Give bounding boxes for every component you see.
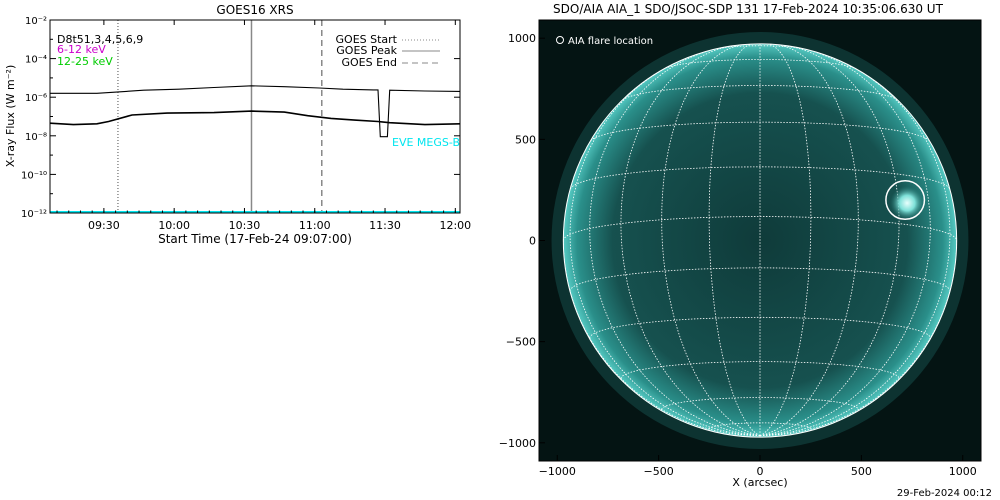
aia-xtick-label-0: −1000	[539, 465, 576, 478]
aia-axes: −1000 −500 0 500 1000 −1000 −500 0 500 1000	[499, 32, 977, 478]
goes-ytick-label-5: 10⁻¹²	[21, 209, 47, 220]
legend-goes-end-label: GOES End	[341, 56, 397, 69]
aia-panel: SDO/AIA AIA_1 SDO/JSOC-SDP 131 17-Feb-20…	[499, 2, 982, 489]
aia-legend: AIA flare location	[556, 36, 653, 47]
aia-ytick-label-1: −500	[506, 336, 536, 349]
longitude-line	[661, 44, 761, 437]
longitude-line	[759, 48, 931, 437]
legend-goes-peak-label: GOES Peak	[336, 44, 397, 57]
aia-title: SDO/AIA AIA_1 SDO/JSOC-SDP 131 17-Feb-20…	[553, 2, 944, 16]
goes-xtick-label-4: 11:30	[369, 219, 401, 232]
dataset-label-6-12kev: 6-12 keV	[57, 43, 106, 56]
aia-legend-label: AIA flare location	[568, 36, 653, 47]
latitude-line	[590, 121, 930, 142]
aia-xtick-label-1: −500	[644, 465, 674, 478]
goes-xtick-label-5: 12:00	[439, 219, 471, 232]
aia-ytick-label-4: 1000	[508, 32, 536, 45]
goes-title: GOES16 XRS	[216, 3, 293, 17]
goes-xlabel: Start Time (17-Feb-24 09:07:00)	[158, 232, 352, 246]
longitude-line	[759, 44, 859, 437]
aia-ytick-label-0: −1000	[499, 437, 536, 450]
latitude-line	[620, 361, 900, 379]
aia-ytick-label-3: 500	[515, 133, 536, 146]
flare-location-marker	[885, 180, 926, 221]
aia-ytick-label-2: 0	[529, 235, 536, 248]
heliographic-grid	[563, 43, 957, 437]
eve-megs-label: EVE MEGS-B	[392, 136, 460, 149]
longitude-line	[708, 43, 761, 437]
longitude-line	[563, 240, 761, 437]
goes-panel: GOES16 XRS 09:30 10:00 10:30 11:00 11:30 12:0…	[4, 3, 471, 246]
latitude-line	[569, 166, 951, 190]
aia-xlabel: X (arcsec)	[732, 476, 787, 489]
aia-xtick-label-4: 1000	[949, 465, 977, 478]
latitude-line	[664, 59, 856, 69]
latitude-line	[622, 85, 898, 101]
footer-timestamp: 29-Feb-2024 00:12	[897, 488, 992, 499]
longitude-line	[620, 45, 761, 437]
goes-xtick-label-1: 10:00	[158, 219, 190, 232]
aia-xtick-label-2: 0	[757, 465, 764, 478]
dataset-label-12-25kev: 12-25 keV	[57, 55, 113, 68]
longitude-line	[759, 43, 812, 437]
goes-series-0	[50, 85, 461, 138]
goes-ytick-label-1: 10⁻⁴	[25, 55, 47, 66]
longitude-line	[759, 240, 957, 437]
goes-ytick-label-4: 10⁻¹⁰	[21, 170, 47, 181]
aia-xtick-label-3: 500	[851, 465, 872, 478]
dataset-label-detectors: D8t51,3,4,5,6,9	[57, 33, 143, 46]
flare-bright-region	[889, 185, 925, 221]
longitude-line	[759, 45, 900, 437]
goes-legend: GOES Start GOES Peak GOES End	[336, 33, 440, 69]
solar-limb	[562, 43, 958, 438]
legend-circle-icon	[556, 36, 564, 44]
goes-xtick-label-3: 11:00	[299, 219, 331, 232]
latitude-line	[661, 397, 859, 410]
goes-frame	[49, 19, 461, 214]
goes-ylabel: X-ray Flux (W m⁻²)	[4, 65, 17, 167]
goes-dataset-labels: D8t51,3,4,5,6,9 6-12 keV 12-25 keV	[57, 33, 143, 68]
longitude-line	[589, 48, 761, 437]
goes-xtick-label-2: 10:30	[229, 219, 261, 232]
goes-xtick-label-0: 09:30	[88, 219, 120, 232]
goes-series-1	[49, 110, 461, 126]
legend-goes-start-label: GOES Start	[336, 33, 398, 46]
goes-ytick-label-2: 10⁻⁶	[25, 93, 47, 104]
longitude-line	[569, 63, 761, 437]
goes-ytick-label-0: 10⁻²	[25, 16, 47, 27]
goes-ytick-label-3: 10⁻⁸	[25, 132, 47, 143]
goes-plot-area: 09:30 10:00 10:30 11:00 11:30 12:00 10⁻² 10⁻⁴ 10…	[21, 16, 471, 232]
longitude-line	[759, 63, 951, 437]
